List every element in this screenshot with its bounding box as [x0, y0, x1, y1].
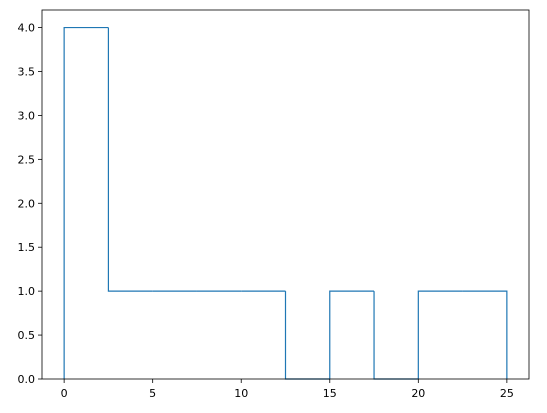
- histogram-bin-1: [107, 27, 153, 292]
- histogram-bin-9: [462, 290, 508, 379]
- histogram-bin-6: [329, 290, 375, 379]
- y-tick-label: 1.5: [18, 241, 36, 254]
- histogram-bin-8: [417, 290, 463, 379]
- y-tick-label: 3.5: [18, 66, 36, 79]
- y-tick-label: 2.5: [18, 153, 36, 166]
- y-tick-label: 0.5: [18, 329, 36, 342]
- y-tick-label: 2.0: [18, 197, 36, 210]
- x-tick-label: 15: [323, 387, 337, 400]
- y-tick-label: 0.0: [18, 373, 36, 386]
- x-tick-label: 25: [500, 387, 514, 400]
- y-tick-label: 3.0: [18, 109, 36, 122]
- x-tick-label: 10: [234, 387, 248, 400]
- x-axis-ticks: 0 5 10 15 20 25: [61, 379, 514, 400]
- histogram-bin-0: [63, 26, 109, 379]
- y-axis-ticks: 0.0 0.5 1.0 1.5 2.0 2.5 3.0 3.5 4.0: [18, 22, 42, 386]
- y-tick-label: 4.0: [18, 22, 36, 35]
- x-tick-label: 0: [61, 387, 68, 400]
- y-tick-label: 1.0: [18, 285, 36, 298]
- axes-frame: [41, 9, 530, 380]
- x-tick-label: 5: [149, 387, 156, 400]
- x-tick-label: 20: [411, 387, 425, 400]
